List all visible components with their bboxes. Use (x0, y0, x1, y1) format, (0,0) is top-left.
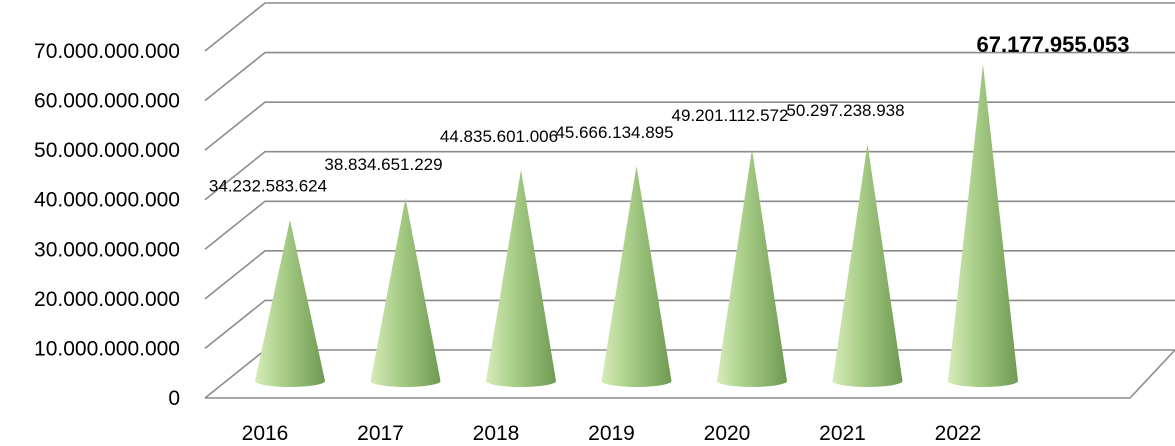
data-label: 38.834.651.229 (324, 155, 442, 174)
y-axis-tick-labels: 0 10.000.000.000 20.000.000.000 30.000.000.… (34, 40, 180, 410)
cones (255, 64, 1018, 388)
data-label: 50.297.238.938 (786, 101, 904, 120)
cone-2022 (948, 64, 1018, 388)
cone-2016 (255, 219, 325, 387)
y-tick-label: 70.000.000.000 (34, 40, 180, 63)
data-label: 67.177.955.053 (977, 32, 1130, 57)
x-tick-label: 2018 (473, 422, 520, 445)
x-tick-label: 2022 (935, 422, 982, 445)
x-axis-tick-labels: 2016 2017 2018 2019 2020 2021 2022 (242, 422, 982, 445)
cone-2021 (832, 144, 903, 387)
data-label: 49.201.112.572 (672, 106, 789, 125)
x-tick-label: 2019 (588, 422, 635, 445)
x-tick-label: 2016 (242, 422, 289, 445)
gridline (204, 2, 1175, 52)
x-tick-label: 2020 (704, 422, 751, 445)
cone-2017 (370, 198, 441, 387)
gridline (204, 150, 1175, 201)
x-tick-label: 2021 (819, 422, 866, 445)
y-tick-label: 30.000.000.000 (34, 238, 180, 261)
cone-2019 (601, 165, 672, 387)
gridline (204, 299, 1175, 350)
floor-edge (205, 349, 1175, 399)
data-label: 34.232.583.624 (209, 177, 327, 196)
gridline (204, 51, 1175, 102)
y-tick-label: 50.000.000.000 (34, 139, 180, 162)
cone-2020 (717, 149, 787, 387)
cone-2018 (486, 169, 556, 387)
gridline (204, 250, 1175, 300)
gridline (204, 200, 1175, 250)
data-label: 44.835.601.006 (440, 127, 558, 146)
data-label: 45.666.134.895 (555, 123, 673, 142)
gridline (204, 349, 1175, 399)
y-tick-label: 20.000.000.000 (34, 288, 180, 311)
x-tick-label: 2017 (357, 422, 404, 445)
y-tick-label: 10.000.000.000 (34, 337, 180, 360)
gridlines (204, 2, 1175, 399)
y-tick-label: 60.000.000.000 (34, 90, 180, 113)
gridline (204, 101, 1175, 151)
y-tick-label: 0 (168, 387, 180, 410)
data-labels: 34.232.583.624 38.834.651.229 44.835.601.0… (209, 32, 1130, 196)
y-tick-label: 40.000.000.000 (34, 189, 180, 212)
